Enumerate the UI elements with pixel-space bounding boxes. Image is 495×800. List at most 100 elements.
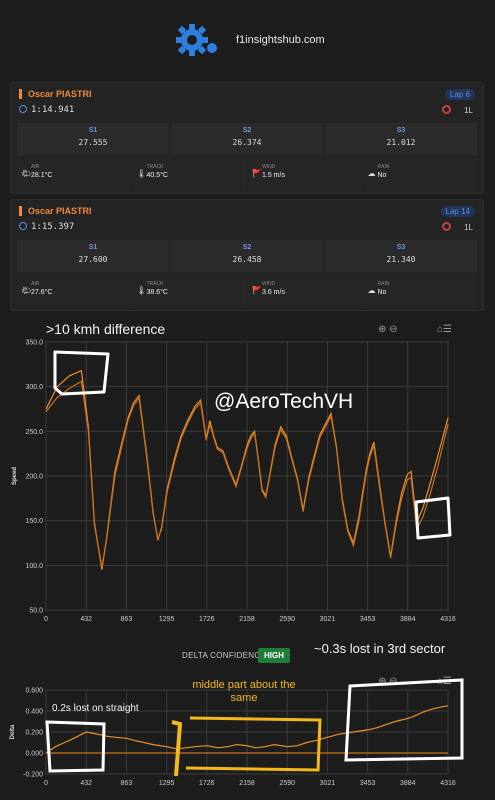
y-tick-label: 0.200 — [25, 730, 43, 737]
sector-2: S2 26.374 — [171, 123, 323, 155]
zoom-out-icon[interactable]: ⊖ — [389, 324, 398, 335]
home-icon[interactable]: ⌂ — [437, 324, 444, 335]
x-tick-label: 2590 — [279, 616, 295, 623]
x-tick-label: 432 — [80, 780, 92, 787]
weather-rain: ☁ RAIN No — [363, 159, 477, 191]
gear-logo-icon — [176, 24, 217, 56]
x-tick-label: 4316 — [440, 780, 456, 787]
tyre-icon — [442, 222, 451, 231]
y-axis-label: Delta — [10, 724, 16, 739]
middle-annotation: middle part about the same — [192, 679, 296, 704]
weather-row: 🌤 AIR 27.6°C 🌡 TRACK 38.6°C 🚩 WIND 3.6 m/s ☁ RA… — [17, 276, 477, 308]
weather-rain: ☁ RAIN No — [363, 276, 477, 308]
x-tick-label: 1726 — [199, 616, 215, 623]
x-tick-label: 1295 — [159, 616, 175, 623]
x-tick-label: 3453 — [360, 616, 376, 623]
zoom-in-icon[interactable]: ⊕ — [378, 676, 387, 687]
driver-name: Oscar PIASTRI — [19, 206, 92, 216]
y-tick-label: 350.0 — [25, 340, 43, 347]
highlight-box-third — [344, 678, 464, 762]
weather-track: 🌡 TRACK 38.6°C — [132, 276, 246, 308]
x-tick-label: 863 — [121, 616, 133, 623]
x-tick-label: 1726 — [199, 780, 215, 787]
x-tick-label: 2158 — [239, 780, 255, 787]
y-tick-label: -0.200 — [23, 772, 43, 779]
chart-menu[interactable]: ⌂☰ — [437, 324, 452, 335]
sectors: S1 27.600 S2 26.458 S3 21.340 — [17, 240, 477, 272]
highlight-box-sector3 — [414, 496, 452, 540]
clock-icon — [19, 222, 27, 230]
weather-air: 🌤 AIR 27.6°C — [17, 276, 131, 308]
zoom-in-icon[interactable]: ⊕ — [378, 324, 387, 335]
y-tick-label: 300.0 — [25, 384, 43, 391]
menu-icon[interactable]: ☰ — [443, 324, 453, 335]
thermometer-icon: 🌡 — [136, 286, 147, 295]
x-tick-label: 3884 — [400, 780, 416, 787]
windsock-icon: 🚩 — [252, 286, 262, 295]
site-name[interactable]: f1insightshub.com — [236, 34, 325, 46]
y-tick-label: 250.0 — [25, 429, 43, 436]
y-axis-label: Speed — [12, 467, 18, 485]
x-tick-label: 4316 — [440, 616, 456, 623]
y-tick-label: 100.0 — [25, 563, 43, 570]
sectors: S1 27.555 S2 26.374 S3 21.012 — [17, 123, 477, 155]
third-sector-annotation: ~0.3s lost in 3rd sector — [314, 641, 446, 656]
watermark: @AeroTechVH — [214, 390, 354, 413]
highlight-box-start — [53, 350, 110, 396]
clock-icon — [19, 105, 27, 113]
yellow-bracket-left — [171, 720, 183, 777]
thermometer-icon: 🌡 — [136, 169, 147, 178]
header: f1insightshub.com — [0, 0, 495, 78]
windsock-icon: 🚩 — [252, 169, 262, 178]
highlight-box-straight — [45, 720, 106, 773]
x-tick-label: 1295 — [159, 780, 175, 787]
tyre-label: 1L — [464, 106, 473, 115]
delta-chart: 0 432 863 1295 1726 2158 2590 3021 3453 3884 4316 -… — [10, 678, 464, 787]
sector-3: S3 21.012 — [325, 123, 477, 155]
x-tick-label: 2590 — [279, 780, 295, 787]
yellow-box-middle — [185, 716, 322, 772]
lap-card-1: Oscar PIASTRI 1:14.941 Lap 6 1L S1 27.555… — [10, 82, 484, 194]
sun-icon: 🌤 — [21, 286, 32, 295]
y-tick-label: 200.0 — [25, 474, 43, 481]
driver-name: Oscar PIASTRI — [19, 89, 92, 99]
sector-3: S3 21.340 — [325, 240, 477, 272]
weather-track: 🌡 TRACK 40.5°C — [132, 159, 246, 191]
sector-2: S2 26.458 — [171, 240, 323, 272]
x-tick-label: 432 — [80, 616, 92, 623]
lap-badge: Lap 6 — [444, 89, 475, 100]
y-tick-label: 0.600 — [25, 688, 43, 695]
zoom-controls-delta[interactable]: ⊕ ⊖ — [378, 676, 398, 687]
weather-wind: 🚩 WIND 3.6 m/s — [248, 276, 362, 308]
series-line-2 — [45, 380, 449, 568]
x-tick-label: 0 — [44, 616, 48, 623]
weather-air: 🌤 AIR 28.1°C — [17, 159, 131, 191]
delta-confidence-label: DELTA CONFIDENCE: — [182, 651, 269, 660]
cloud-icon: ☁ — [367, 286, 376, 295]
weather-wind: 🚩 WIND 1.5 m/s — [248, 159, 362, 191]
y-tick-label: 150.0 — [25, 518, 43, 525]
lap-time: 1:15.397 — [19, 222, 74, 232]
sector-1: S1 27.600 — [17, 240, 169, 272]
zoom-out-icon[interactable]: ⊖ — [389, 676, 398, 687]
x-tick-label: 3021 — [320, 616, 336, 623]
straight-annotation: 0.2s lost on straight — [52, 703, 139, 714]
sun-icon: 🌤 — [21, 169, 32, 178]
series-line-1 — [45, 705, 449, 754]
y-tick-label: 0.000 — [25, 751, 43, 758]
x-tick-label: 3453 — [360, 780, 376, 787]
x-tick-label: 2158 — [239, 616, 255, 623]
zoom-controls[interactable]: ⊕ ⊖ — [378, 324, 398, 335]
x-tick-label: 863 — [121, 780, 133, 787]
weather-row: 🌤 AIR 28.1°C 🌡 TRACK 40.5°C 🚩 WIND 1.5 m/s ☁ RA… — [17, 159, 477, 191]
delta-confidence-badge: HIGH — [258, 648, 290, 663]
sector-1: S1 27.555 — [17, 123, 169, 155]
tyre-icon — [442, 105, 451, 114]
cloud-icon: ☁ — [367, 169, 376, 178]
y-tick-label: 0.400 — [25, 709, 43, 716]
lap-card-2: Oscar PIASTRI 1:15.397 Lap 14 1L S1 27.60… — [10, 199, 484, 311]
speed-annotation: >10 kmh difference — [46, 321, 166, 337]
tyre-label: 1L — [464, 223, 473, 232]
y-tick-label: 50.0 — [29, 608, 43, 615]
